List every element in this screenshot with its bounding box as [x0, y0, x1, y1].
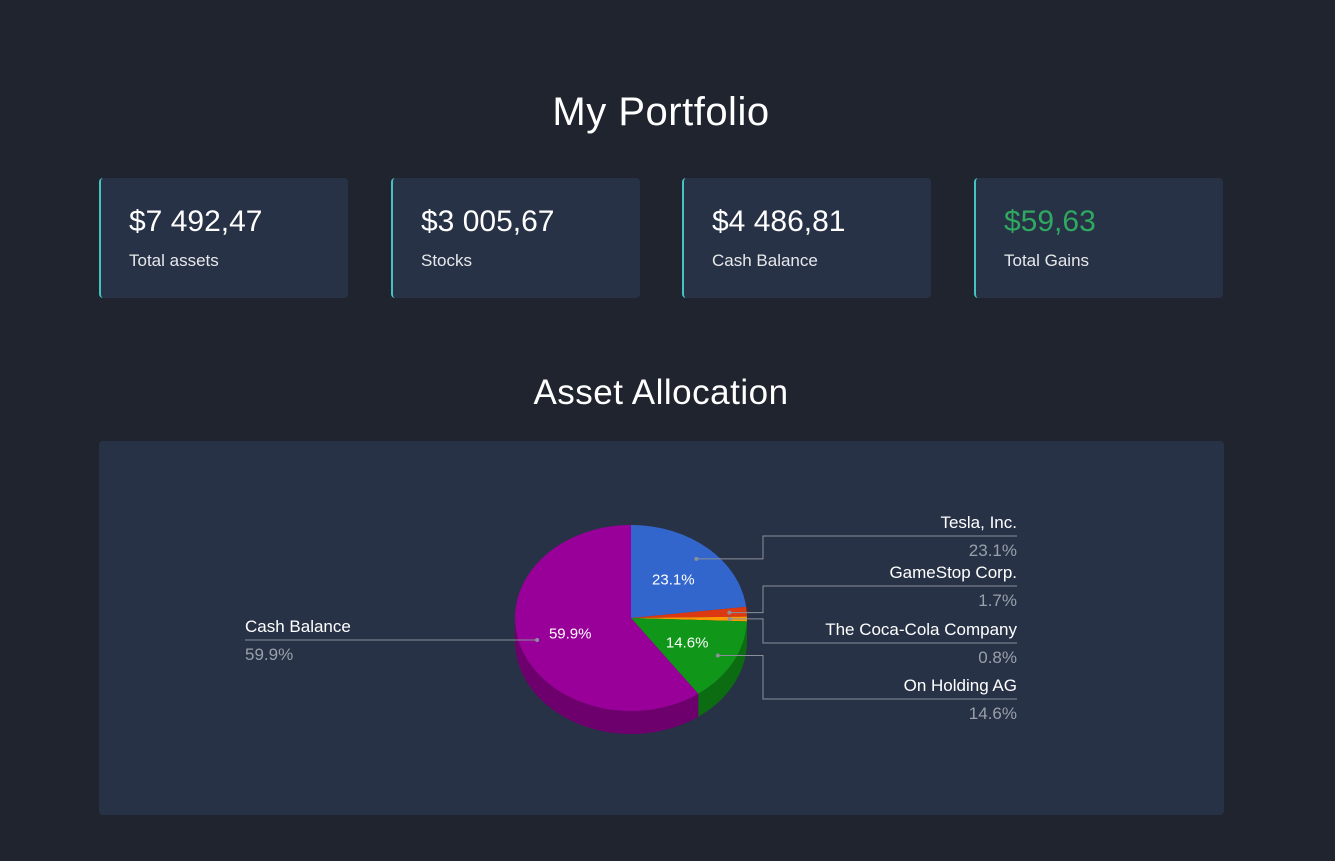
- asset-allocation-chart: 23.1% 14.6% 59.9% Tesla, Inc. 23.1% GameStop …: [99, 441, 1224, 815]
- callout-name-0: Tesla, Inc.: [940, 513, 1017, 532]
- callout-4: Cash Balance 59.9%: [245, 617, 540, 664]
- pie-inner-label-4: 59.9%: [549, 626, 592, 643]
- callout-dot-1: [727, 610, 732, 615]
- callout-line-2: [729, 618, 1017, 644]
- callout-0: Tesla, Inc. 23.1%: [694, 513, 1017, 561]
- callout-line-1: [729, 585, 1017, 614]
- callout-2: The Coca-Cola Company 0.8%: [727, 616, 1017, 667]
- callout-pct-2: 0.8%: [978, 648, 1017, 667]
- total-assets-card: $7 492,47 Total assets: [99, 178, 348, 298]
- cash-balance-value: $4 486,81: [712, 205, 846, 238]
- callout-dot-0: [694, 556, 699, 561]
- pie-side-3: [698, 621, 747, 717]
- callout-pct-0: 23.1%: [969, 541, 1017, 560]
- total-assets-value: $7 492,47: [129, 205, 263, 238]
- callout-dot-3: [715, 653, 720, 658]
- total-gains-card: $59,63 Total Gains: [974, 178, 1223, 298]
- stocks-value: $3 005,67: [421, 205, 555, 238]
- cash-balance-label: Cash Balance: [712, 251, 818, 270]
- pie-side-4: [515, 618, 699, 734]
- callout-pct-1: 1.7%: [978, 591, 1017, 610]
- callout-line-0: [696, 535, 1017, 560]
- cash-balance-card: $4 486,81 Cash Balance: [682, 178, 931, 298]
- asset-allocation-title: Asset Allocation: [533, 373, 789, 412]
- callout-dot-4: [535, 638, 540, 642]
- pie-slice-1[interactable]: [631, 606, 747, 618]
- callout-line-3: [717, 655, 1017, 700]
- page-title: My Portfolio: [552, 90, 770, 134]
- stocks-card: $3 005,67 Stocks: [391, 178, 640, 298]
- callout-dot-2: [727, 616, 732, 621]
- pie-slice-4[interactable]: [515, 525, 699, 711]
- pie-slice-0[interactable]: [631, 525, 747, 618]
- callout-name-3: On Holding AG: [904, 676, 1017, 695]
- total-gains-label: Total Gains: [1004, 251, 1090, 270]
- total-assets-label: Total assets: [129, 251, 219, 270]
- stocks-label: Stocks: [421, 251, 473, 270]
- pie-inner-label-0: 23.1%: [652, 572, 695, 589]
- callout-3: On Holding AG 14.6%: [715, 653, 1017, 723]
- pie-inner-label-3: 14.6%: [666, 634, 709, 651]
- pie-slice-3[interactable]: [631, 618, 747, 694]
- callout-pct-4: 59.9%: [245, 645, 293, 664]
- callout-pct-3: 14.6%: [969, 704, 1017, 723]
- pie-slice-2[interactable]: [631, 616, 747, 622]
- callout-name-1: GameStop Corp.: [889, 563, 1017, 582]
- pie-chart: 23.1% 14.6% 59.9% Tesla, Inc. 23.1% GameStop …: [245, 513, 1017, 734]
- callout-1: GameStop Corp. 1.7%: [727, 563, 1017, 615]
- callout-name-4: Cash Balance: [245, 617, 351, 636]
- total-gains-value: $59,63: [1004, 205, 1096, 238]
- callout-name-2: The Coca-Cola Company: [825, 620, 1017, 639]
